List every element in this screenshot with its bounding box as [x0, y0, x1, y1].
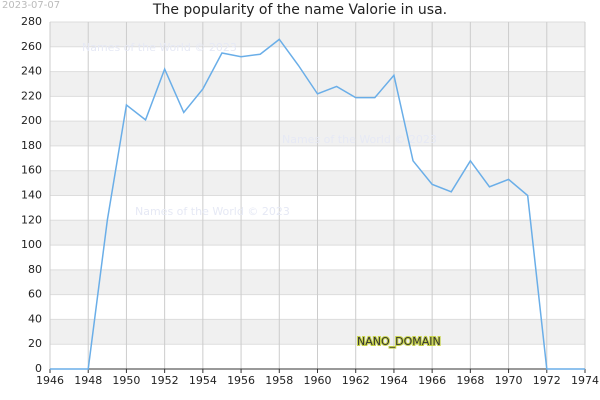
x-tick-label: 1968 — [456, 374, 484, 387]
data-line — [50, 38, 585, 370]
y-tick-label: 80 — [28, 263, 42, 276]
x-tick-label: 1950 — [112, 374, 140, 387]
y-tick-label: 120 — [21, 213, 42, 226]
y-tick-label: 60 — [28, 288, 42, 301]
y-tick-label: 240 — [21, 65, 42, 78]
x-tick-label: 1946 — [36, 374, 64, 387]
watermark: Names of the World © 2023 — [282, 133, 437, 146]
domain-label: NANO_DOMAIN — [357, 335, 441, 348]
x-tick-label: 1974 — [571, 374, 599, 387]
plot-background — [49, 21, 586, 370]
y-tick-label: 140 — [21, 189, 42, 202]
x-tick-label: 1960 — [304, 374, 332, 387]
x-tick-label: 1956 — [227, 374, 255, 387]
y-tick-label: 20 — [28, 337, 42, 350]
x-tick-label: 1952 — [151, 374, 179, 387]
y-tick-label: 40 — [28, 312, 42, 325]
x-tick-label: 1964 — [380, 374, 408, 387]
x-tick-label: 1958 — [265, 374, 293, 387]
x-tick-label: 1966 — [418, 374, 446, 387]
y-tick-label: 180 — [21, 139, 42, 152]
y-tick-label: 260 — [21, 40, 42, 53]
y-tick-label: 220 — [21, 89, 42, 102]
x-tick-label: 1970 — [495, 374, 523, 387]
y-tick-label: 0 — [35, 362, 42, 375]
x-tick-label: 1948 — [74, 374, 102, 387]
watermark: Names of the World © 2023 — [135, 205, 290, 218]
date-stamp: 2023-07-07 — [2, 0, 60, 11]
y-tick-label: 160 — [21, 164, 42, 177]
y-tick-label: 100 — [21, 238, 42, 251]
x-tick-label: 1972 — [533, 374, 561, 387]
y-tick-label: 200 — [21, 114, 42, 127]
watermark: Names of the World © 2023 — [82, 41, 237, 54]
x-tick-label: 1954 — [189, 374, 217, 387]
chart-title: The popularity of the name Valorie in us… — [152, 2, 447, 18]
x-tick-label: 1962 — [342, 374, 370, 387]
y-tick-label: 280 — [21, 15, 42, 28]
